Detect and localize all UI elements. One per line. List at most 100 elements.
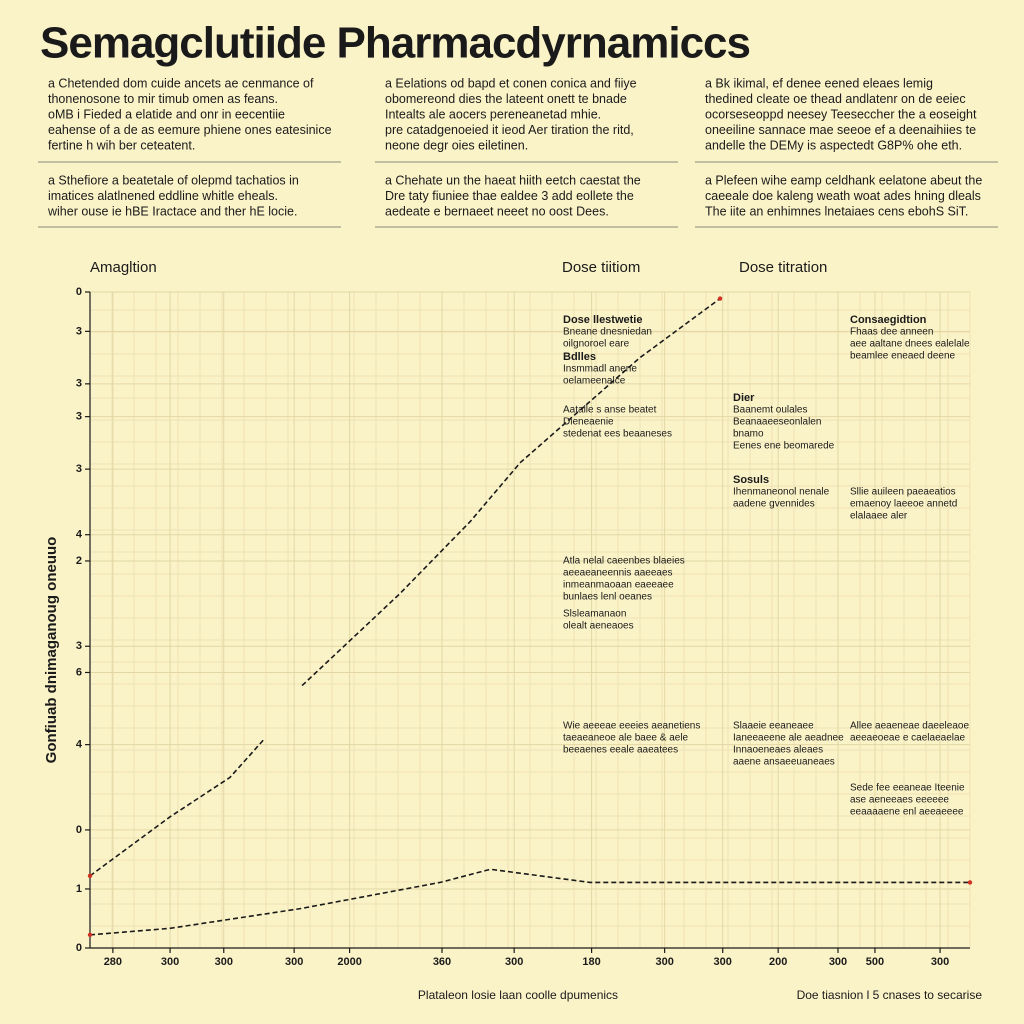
annotation: olealt aeneaoes (563, 621, 634, 632)
y-tick-label: 4 (76, 529, 83, 541)
paragraph-line: a Eelations od bapd et conen conica and … (385, 76, 637, 90)
annotation: Atla nelal caeenbes blaeies (563, 556, 685, 567)
annotation: emaenoy laeeoe annetd (850, 499, 957, 510)
annotation: Wie aeeeae eeeies aeanetiens (563, 721, 700, 732)
x-tick-label: 280 (104, 956, 122, 968)
paragraph-line: eahense of a de as eemure phiene ones ea… (48, 123, 332, 137)
annotation: stedenat ees beaaneses (563, 429, 672, 440)
paragraph-line: oMB i Fieded a elatide and onr in eecent… (48, 107, 285, 121)
annotation: Ihenmaneonol nenale (733, 487, 830, 498)
y-tick-label: 0 (76, 942, 82, 954)
data-line (89, 868, 970, 936)
x-tick-label: 300 (215, 956, 233, 968)
y-tick-label: 3 (76, 325, 82, 337)
section-label: Dose tiitiom (562, 259, 640, 276)
paragraph-line: Dre taty fiuniee thae ealdee 3 add eolle… (385, 189, 634, 203)
annotation: bnamo (733, 429, 764, 440)
annotation: Fhaas dee anneen (850, 327, 933, 338)
y-tick-label: 6 (76, 666, 82, 678)
y-tick-label: 1 (76, 883, 82, 895)
annotation: Insmmadl anene (563, 364, 637, 375)
annotation: Bdlles (563, 351, 596, 363)
x-tick-label: 2000 (337, 956, 361, 968)
annotation: beeaenes eeale aaeatees (563, 745, 678, 756)
x-tick-label: 300 (161, 956, 179, 968)
annotation: oilgnoroel eare (563, 339, 630, 350)
y-tick-label: 3 (76, 411, 82, 423)
annotation: aeeaeoeae e caelaeaelae (850, 733, 966, 744)
annotation: elalaaee aler (850, 511, 908, 522)
x-axis-label: Doe tiasnion l 5 cnases to secarise (797, 988, 983, 1002)
paragraph-line: imatices alatlnened eddline whitle eheal… (48, 189, 278, 203)
paragraph-line: andelle the DEMy is aspectedt G8P% ohe e… (705, 138, 962, 152)
x-tick-label: 300 (655, 956, 673, 968)
x-tick-label: 300 (714, 956, 732, 968)
paragraph-line: obomereond dies the lateent onett te bna… (385, 92, 627, 106)
annotation: Eenes ene beomarede (733, 441, 835, 452)
endpoint (967, 880, 973, 885)
paragraph-line: a Sthefiore a beatetale of olepmd tachat… (48, 173, 299, 187)
annotation: Innaoeneaes aleaes (733, 745, 823, 756)
title: Semagclutiide Pharmacdyrnamiccs (40, 19, 750, 68)
x-tick-label: 300 (285, 956, 303, 968)
y-tick-label: 3 (76, 378, 82, 390)
annotation: aadene gvennides (733, 499, 815, 510)
section-label: Dose titration (739, 259, 827, 276)
annotation: Dier (733, 392, 755, 404)
data-line (89, 297, 721, 877)
y-tick-label: 4 (76, 739, 83, 751)
annotation: Slaaeie eeaneaee (733, 721, 814, 732)
annotation: Ianeeaeene ale aeadnee (733, 733, 844, 744)
annotation: taeaeaneoe ale baee & aele (563, 733, 689, 744)
y-axis-label: Gonfiuab dnimaganoug oneuuo (43, 537, 60, 764)
x-tick-label: 360 (433, 956, 451, 968)
endpoint (87, 873, 93, 879)
paragraph-line: thedined cleate oe thead andlatenr on de… (705, 92, 966, 106)
annotation: Sosuls (733, 474, 769, 486)
paragraph-line: ocorseseoppd neesey Teeseccher the a eos… (705, 107, 977, 121)
annotation: beamlee eneaed deene (850, 351, 956, 362)
y-tick-label: 3 (76, 640, 82, 652)
y-tick-label: 0 (76, 286, 82, 298)
paragraph-line: a Chehate un the haeat hiith eetch caest… (385, 173, 641, 187)
y-tick-label: 0 (76, 824, 82, 836)
y-tick-label: 3 (76, 463, 82, 475)
paragraph-line: pre catadgenoeied it ieod Aer tiration t… (385, 123, 634, 137)
x-tick-label: 500 (866, 956, 884, 968)
paragraph-line: The iite an enhimnes lnetaiaes cens eboh… (705, 204, 968, 218)
paragraph-line: thonenosone to mir timub omen as feans. (48, 92, 278, 106)
paragraph-line: caeeale doe kaleng weath woat ades hning… (705, 189, 981, 203)
x-tick-label: 300 (505, 956, 523, 968)
annotation: ase aeneeaes eeeeee (850, 795, 949, 806)
annotation: aaene ansaeeuaneaes (733, 757, 835, 768)
annotation: Aatalle s anse beatet (563, 405, 657, 416)
annotation: oelameenalce (563, 376, 626, 387)
paragraph-line: oneeiline sannace mae seeoe ef a deenaih… (705, 123, 976, 137)
endpoint (87, 932, 93, 938)
annotation: Consaegidtion (850, 314, 927, 326)
paragraph-line: a Bk ikimal, ef denee eened eleaes lemig (705, 76, 933, 90)
paragraph-line: aedeate e bernaeet neeet no oost Dees. (385, 204, 609, 218)
x-tick-label: 300 (931, 956, 949, 968)
annotation: Dieneaenie (563, 417, 614, 428)
paragraph-line: fertine h wih ber ceteatent. (48, 138, 195, 152)
annotation: Allee aeaeneae daeeleaoe (850, 721, 969, 732)
annotation: eeaaaaene enl aeeaeeee (850, 807, 964, 818)
paragraph-line: wiher ouse ie hBE Iractace and ther hE l… (47, 204, 297, 218)
paragraph-line: neone degr oies eiletinen. (385, 138, 528, 152)
annotation: Bneane dnesniedan (563, 327, 652, 338)
paragraph-line: a Chetended dom cuide ancets ae cenmance… (48, 76, 314, 90)
x-tick-label: 300 (829, 956, 847, 968)
annotation: Baanemt oulales (733, 405, 808, 416)
x-tick-label: 200 (769, 956, 787, 968)
annotation: Sllie auileen paeaeatios (850, 487, 956, 498)
x-tick-label: 180 (582, 956, 600, 968)
endpoint (717, 296, 723, 301)
x-axis-label: Plataleon losie laan coolle dpumenics (418, 988, 618, 1002)
annotation: aee aaltane dnees ealelale (850, 339, 970, 350)
annotation: Sede fee eeaneae Iteenie (850, 783, 965, 794)
annotation: Beanaaeeseonlalen (733, 417, 821, 428)
annotation: aeeaeaneennis aaeeaes (563, 568, 673, 579)
section-label: Amagltion (90, 259, 157, 276)
